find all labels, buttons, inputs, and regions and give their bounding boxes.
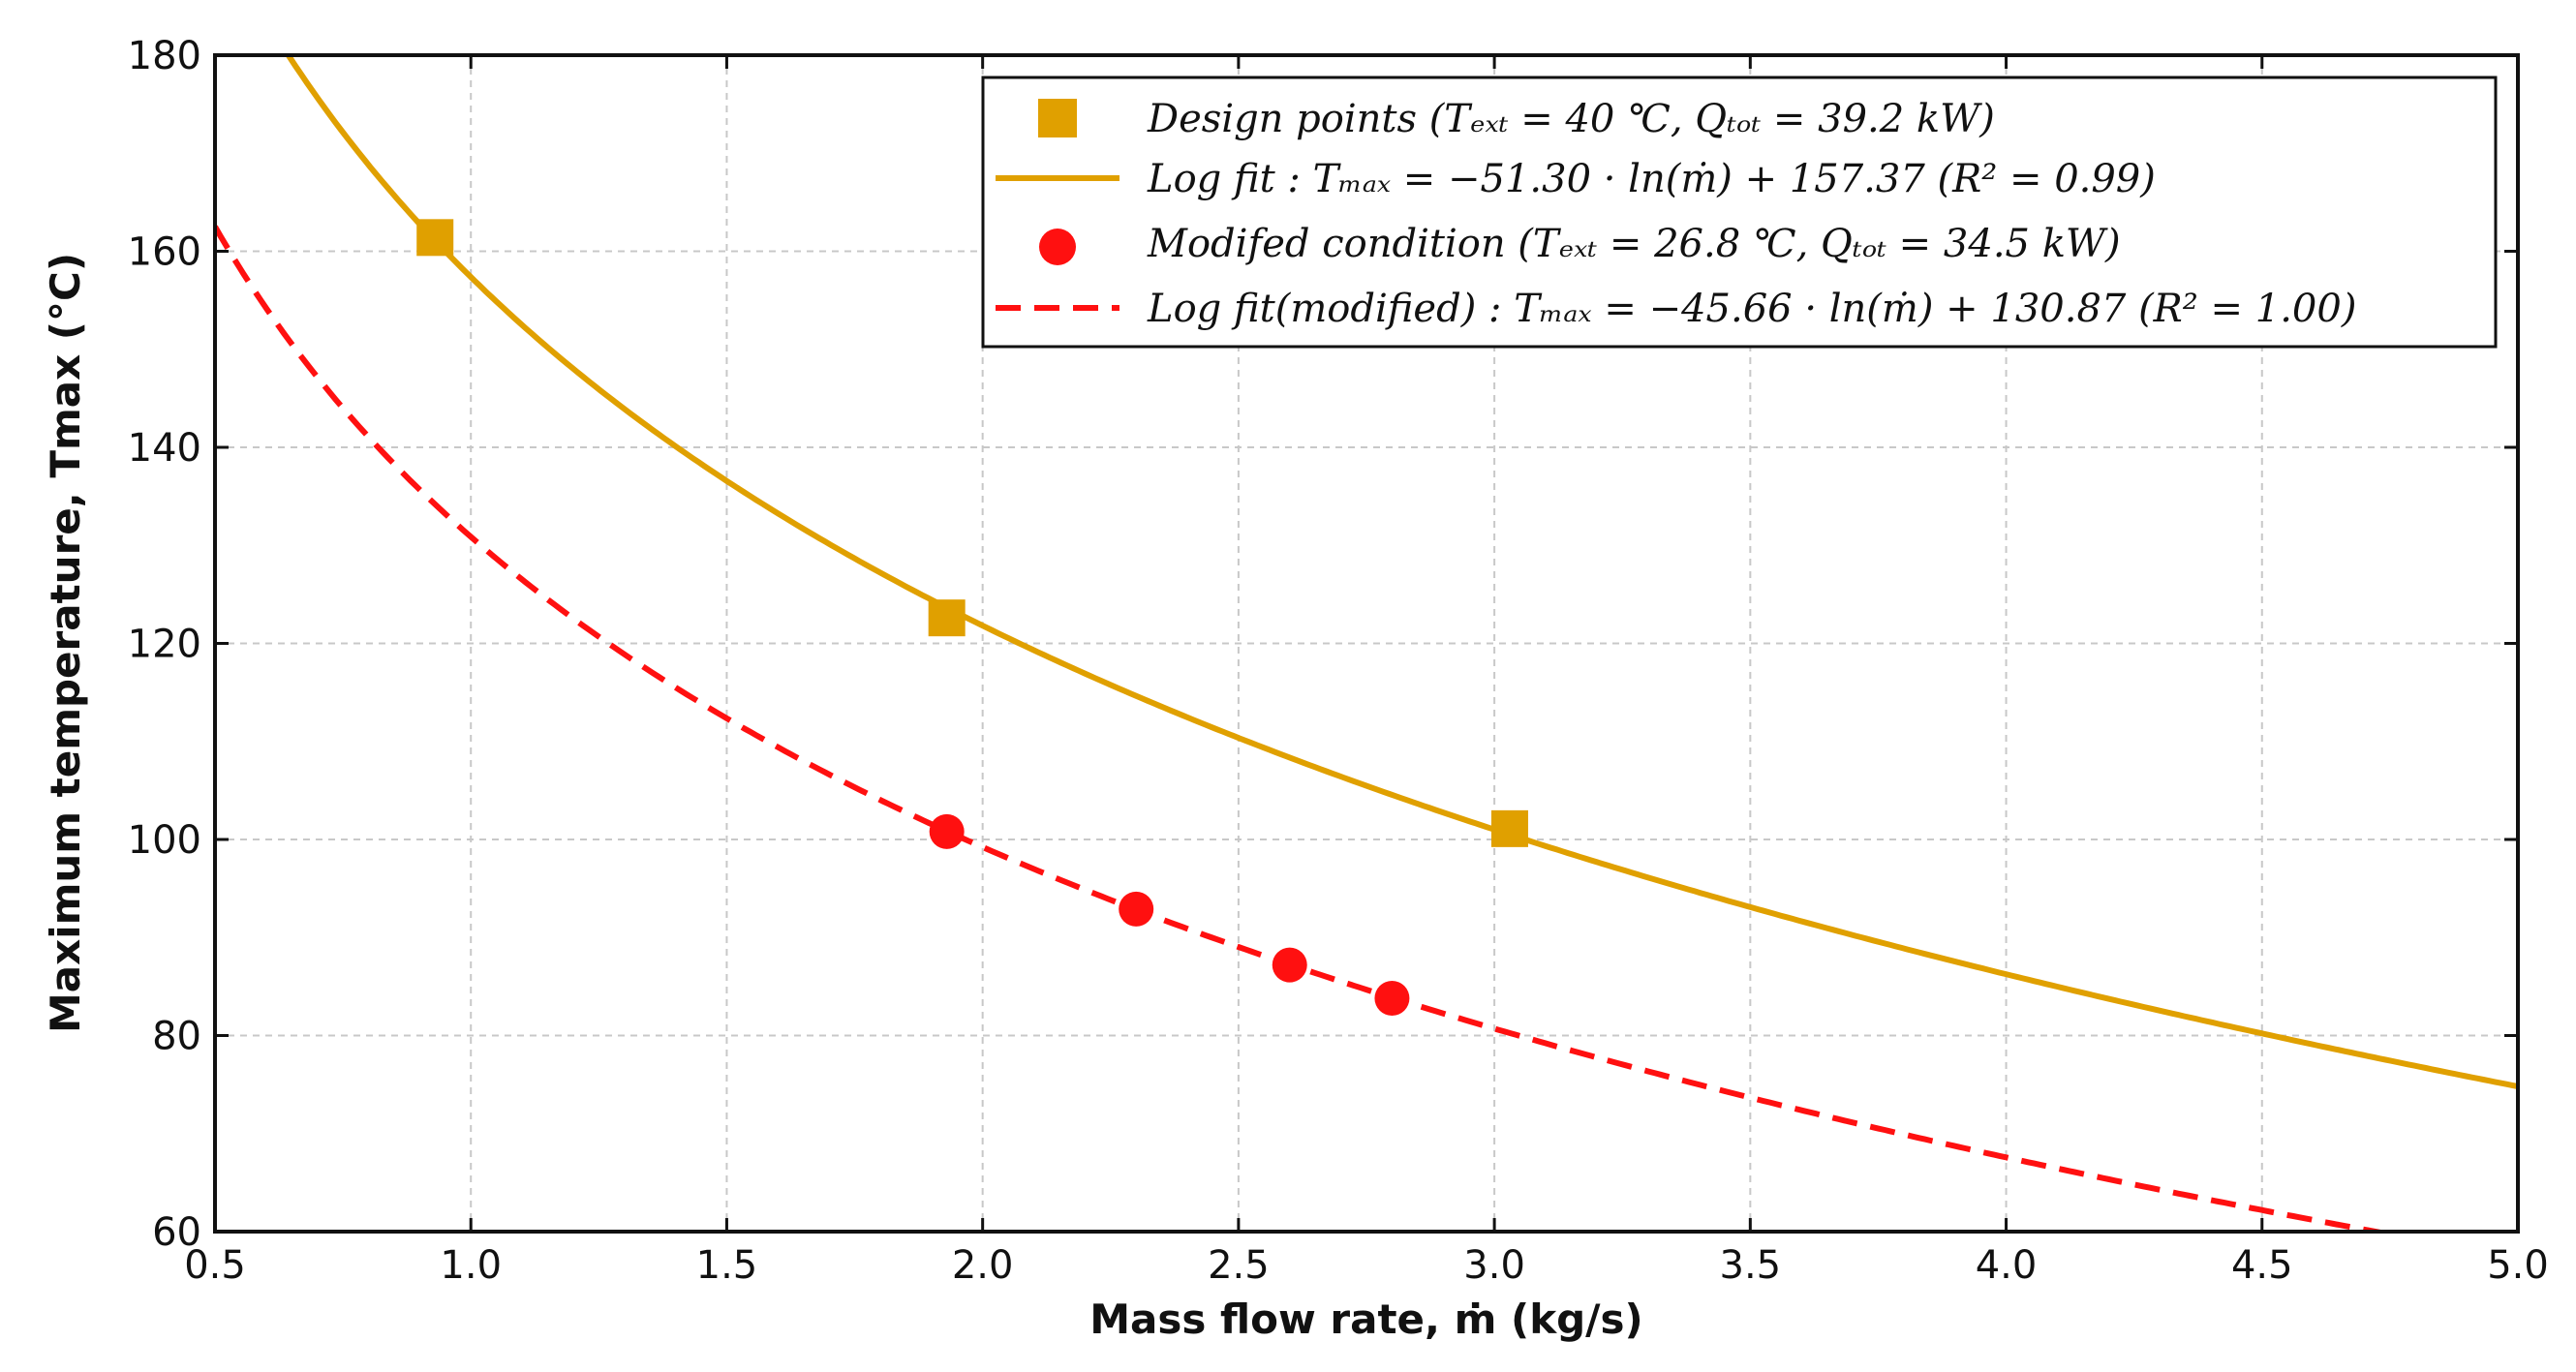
fit-curve-design [285, 55, 2518, 1090]
modified-point-marker [1272, 947, 1307, 983]
modified-point-marker [1119, 891, 1154, 927]
y-tick-label: 100 [128, 818, 201, 863]
modified-point-marker [929, 813, 965, 849]
y-tick-label: 160 [128, 230, 201, 275]
x-tick-label: 2.5 [1208, 1243, 1270, 1288]
x-tick-label: 4.0 [1976, 1243, 2038, 1288]
fit-curve-modified [215, 225, 2392, 1232]
modified-point-marker [1374, 981, 1410, 1017]
y-tick-label: 140 [128, 426, 201, 471]
design-point-marker [1490, 809, 1528, 847]
y-axis-title: Maximum temperature, Tmax (°C) [42, 253, 89, 1033]
y-tick-label: 120 [128, 623, 201, 667]
x-tick-label: 4.5 [2231, 1243, 2293, 1288]
y-tick-label: 180 [128, 34, 201, 78]
x-tick-label: 1.5 [696, 1243, 758, 1288]
x-tick-label: 2.0 [952, 1243, 1014, 1288]
legend-label-design-points: Design points (Tₑₓₜ = 40 ℃, Qₜₒₜ = 39.2 … [1147, 97, 1995, 141]
series-layer [215, 55, 2518, 1232]
legend-frame [981, 76, 2498, 349]
x-tick-label: 3.5 [1720, 1243, 1782, 1288]
y-tick-label: 60 [152, 1210, 201, 1255]
legend: Design points (Tₑₓₜ = 40 ℃, Qₜₒₜ = 39.2 … [981, 76, 2498, 349]
x-tick-label: 1.0 [440, 1243, 502, 1288]
legend-label-log-fit-modified: Log fit(modified) : Tₘₐₓ = −45.66 · ln(ṁ… [1147, 287, 2356, 331]
ticks [213, 53, 2520, 1234]
y-tick-label: 80 [152, 1015, 201, 1059]
x-tick-label: 5.0 [2487, 1243, 2549, 1288]
legend-label-log-fit: Log fit : Tₘₐₓ = −51.30 · ln(ṁ) + 157.37… [1147, 157, 2156, 201]
x-tick-label: 0.5 [184, 1243, 246, 1288]
legend-label-modified-condition: Modifed condition (Tₑₓₜ = 26.8 ℃, Qₜₒₜ =… [1147, 222, 2121, 266]
design-point-marker [928, 599, 966, 637]
legend-marker-modified-condition [1039, 229, 1076, 265]
y-tick-labels: 60 80 100 120 140 160 180 [128, 34, 201, 1255]
x-tick-label: 3.0 [1463, 1243, 1525, 1288]
legend-marker-design-points [1038, 99, 1077, 137]
x-axis-title: Mass flow rate, ṁ (kg/s) [1089, 1296, 1642, 1343]
design-point-marker [416, 219, 454, 257]
x-tick-labels: 0.5 1.0 1.5 2.0 2.5 3.0 3.5 4.0 4.5 5.0 [184, 1243, 2549, 1288]
